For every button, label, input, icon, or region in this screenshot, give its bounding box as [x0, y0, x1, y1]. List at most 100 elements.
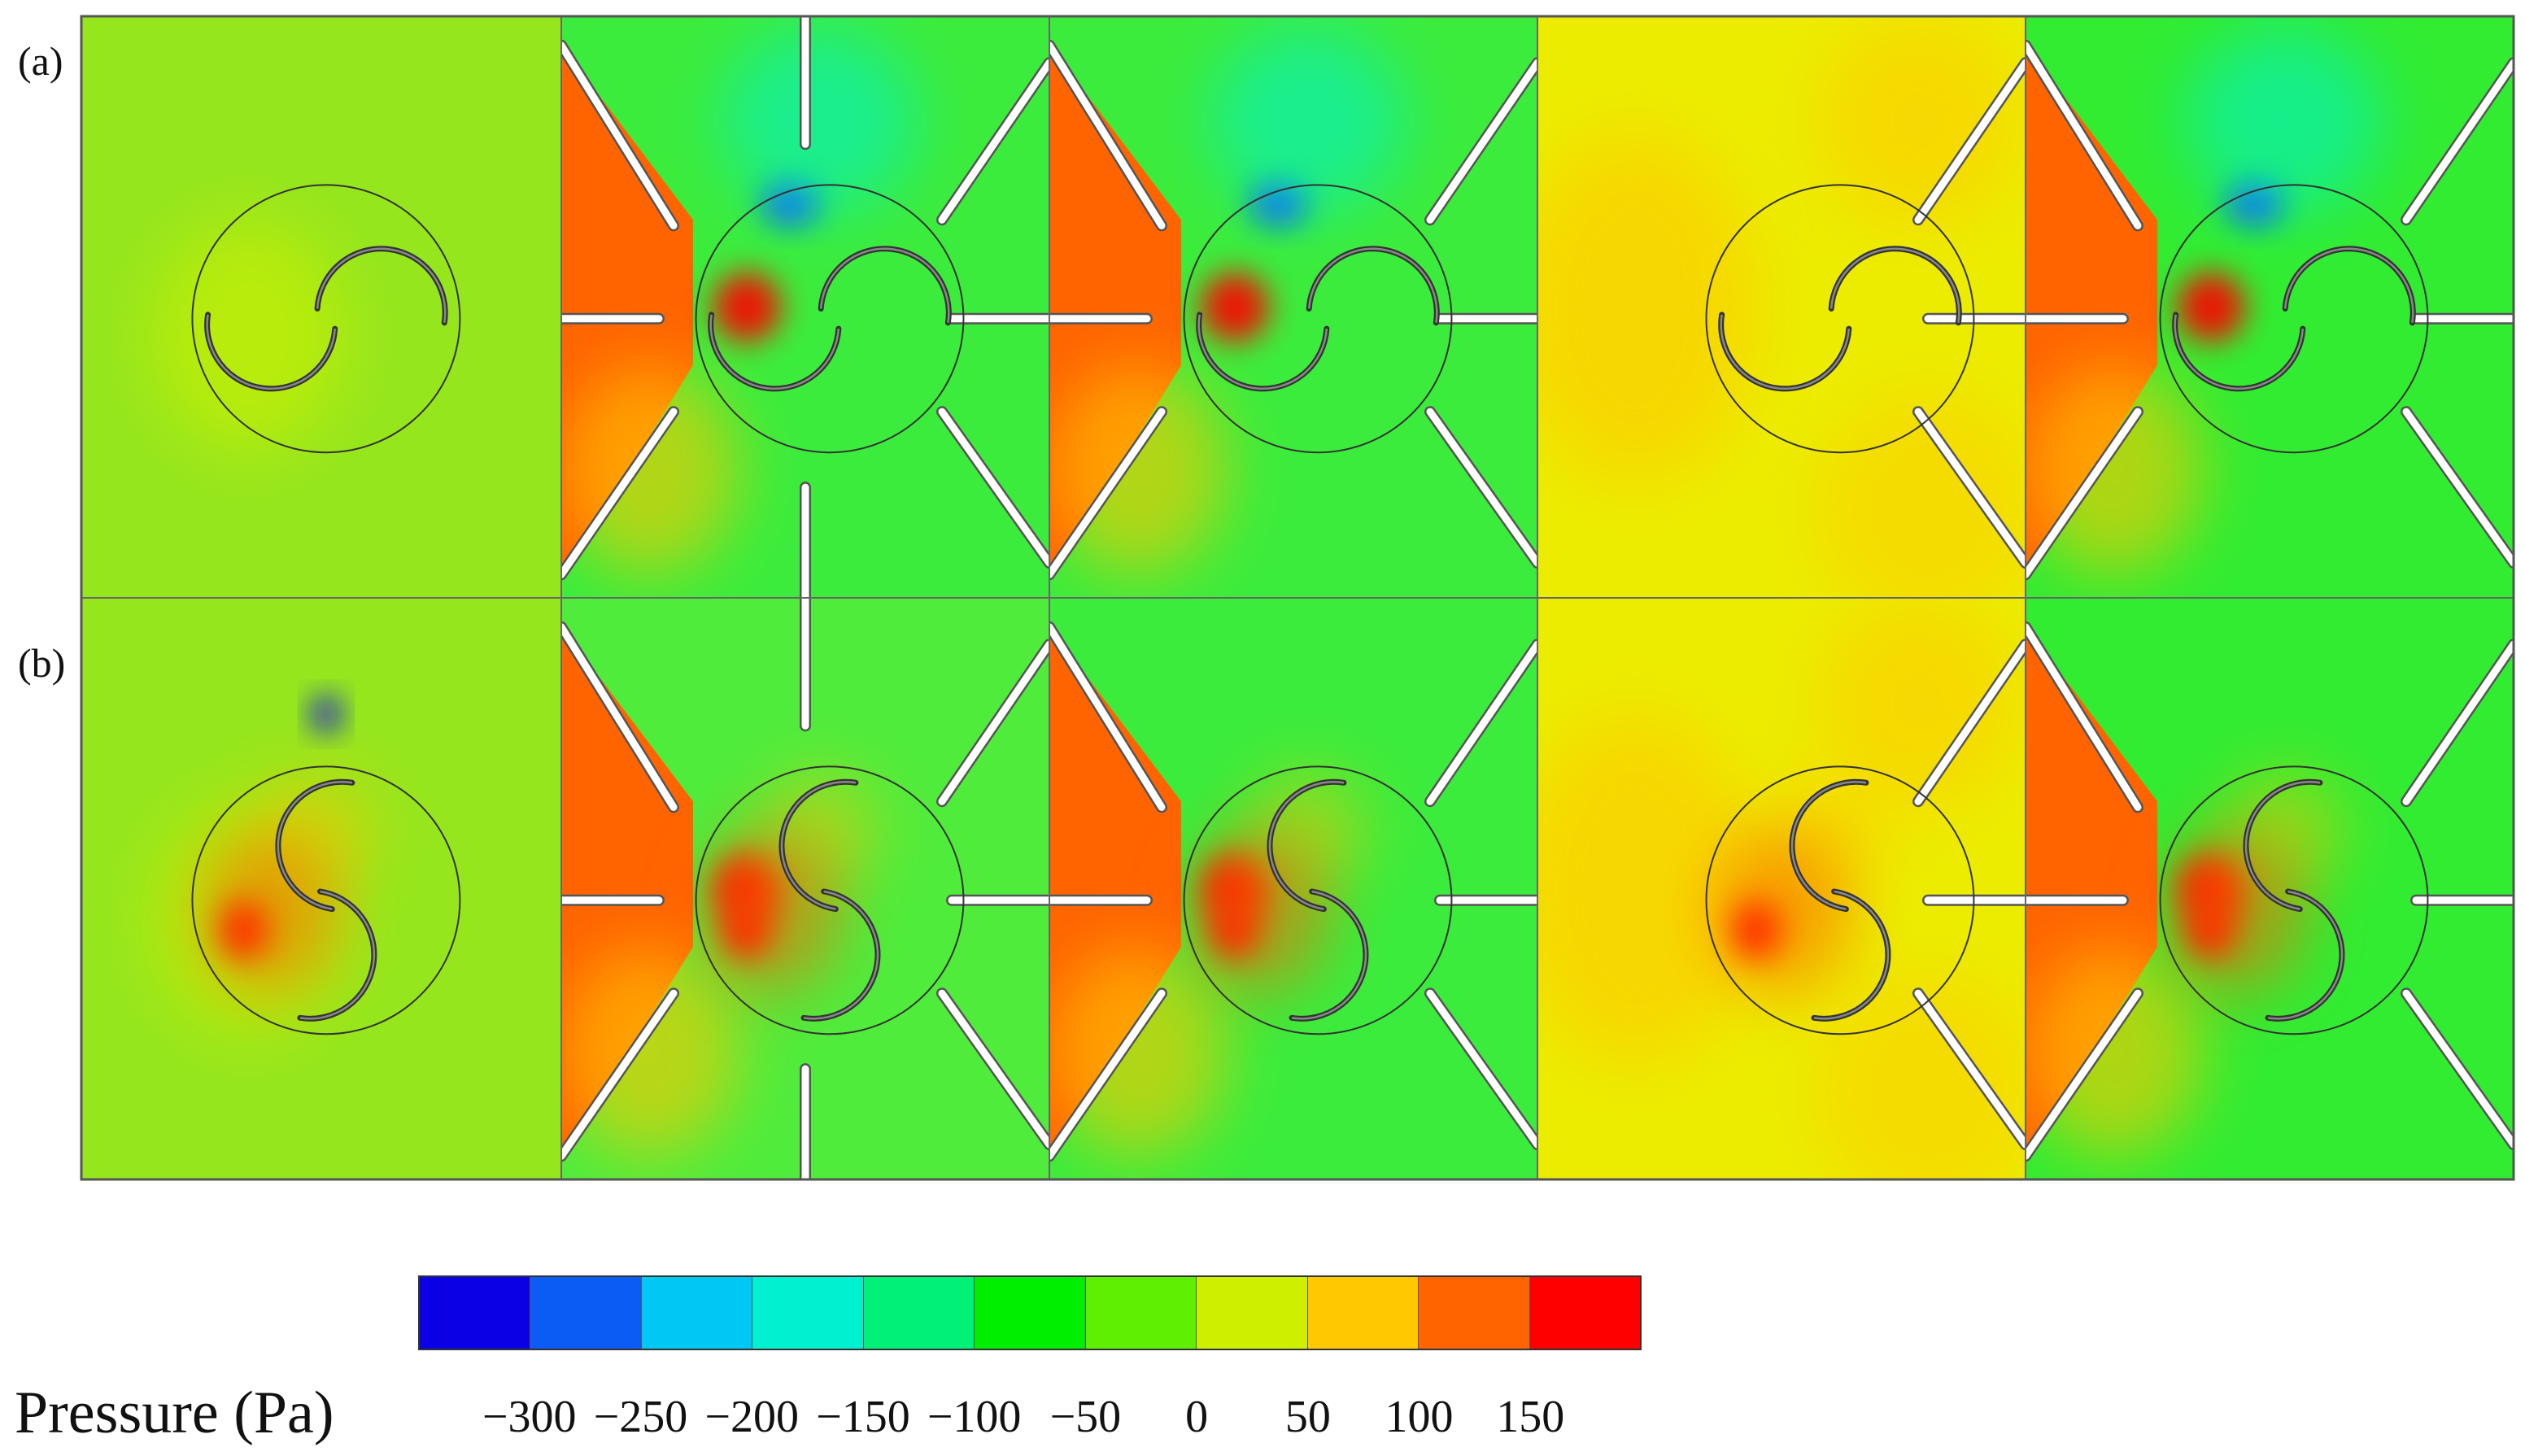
guide-wall: [561, 408, 678, 578]
pressure-contour-blob: [1049, 365, 1225, 575]
guide-wall: [1426, 640, 1537, 805]
pressure-contour-blob: [1821, 394, 2026, 598]
pressure-contour-blob: [2187, 28, 2382, 215]
colorbar-tick-label: −200: [704, 1392, 799, 1442]
pressure-contour-blob: [1537, 133, 1757, 482]
pressure-contour-blob: [1191, 830, 1328, 994]
contour-panel: [1049, 16, 1537, 598]
guide-wall: [2402, 59, 2514, 224]
contour-panel: [561, 16, 1049, 598]
colorbar-swatch: [1307, 1277, 1419, 1349]
rotor-domain-circle: [1183, 184, 1453, 454]
rotor-blade-inner: [1829, 247, 1960, 323]
rotor-blade-inner: [2267, 890, 2344, 1020]
pressure-contour-blob: [561, 365, 737, 575]
rotor-blade-inner: [1291, 890, 1367, 1020]
rotor-blade-inner: [2244, 781, 2321, 910]
contour-panel: [1537, 598, 2026, 1179]
guide-wall: [938, 408, 1049, 567]
contour-panel: [1537, 16, 2026, 598]
guide-wall: [1914, 408, 2026, 567]
guide-wall: [561, 623, 678, 811]
rotor-blade-inner: [1268, 781, 1345, 910]
pressure-contour-blob: [2167, 830, 2304, 994]
rotor-blade-inner: [819, 247, 950, 323]
rotor-blade-inner: [299, 890, 376, 1020]
colorbar-tick-label: 150: [1496, 1392, 1565, 1442]
colorbar-tick-label: 50: [1284, 1392, 1331, 1442]
rotor-blade-inner: [780, 781, 857, 910]
contour-panel: [1049, 598, 1537, 1179]
pressure-contour-blob: [312, 696, 341, 732]
colorbar-tick-label: −150: [816, 1392, 910, 1442]
rotor-domain-circle: [1705, 765, 1975, 1035]
guide-wall: [2026, 408, 2142, 578]
rotor-blade-inner: [1790, 781, 1867, 910]
guide-wall: [1426, 408, 1537, 567]
pressure-contour-blob: [1821, 16, 2016, 226]
rotor-blade-inner: [1720, 314, 1851, 390]
guide-wall: [938, 989, 1049, 1149]
contour-panel: [2026, 598, 2514, 1179]
colorbar-swatch: [420, 1277, 531, 1349]
row-label-b: (b): [18, 640, 66, 686]
contour-panel: [81, 16, 561, 598]
colorbar-swatch: [863, 1277, 975, 1349]
guide-wall: [938, 640, 1049, 805]
pressure-contour-blob: [2026, 947, 2201, 1157]
pressure-contour-blob: [1821, 598, 2016, 808]
pressure-contour-blob: [2026, 365, 2201, 575]
colorbar-tick-label: 100: [1385, 1392, 1454, 1442]
contour-panel: [561, 598, 1049, 1179]
colorbar-swatch: [1529, 1277, 1640, 1349]
colorbar-tick-label: −250: [593, 1392, 688, 1442]
rotor-blade-inner: [709, 314, 840, 390]
colorbar-swatch: [1419, 1277, 1530, 1349]
rotor-blade-inner: [803, 890, 879, 1020]
guide-wall: [1914, 640, 2026, 805]
pressure-contour-blob: [1537, 714, 1757, 1063]
rotor-domain-circle: [191, 184, 461, 454]
rotor-blade-inner: [2283, 247, 2414, 323]
colorbar-swatch: [1197, 1277, 1308, 1349]
rotor-blade-inner: [277, 781, 353, 910]
contour-panel: [2026, 16, 2514, 598]
pressure-contour-blob: [561, 947, 737, 1157]
row-label-a: (a): [18, 38, 63, 84]
guide-wall: [938, 59, 1049, 224]
colorbar-swatch: [975, 1277, 1086, 1349]
guide-wall: [561, 41, 678, 229]
guide-wall: [1914, 989, 2026, 1149]
colorbar-swatch: [1085, 1277, 1197, 1349]
rotor-domain-circle: [2159, 765, 2429, 1035]
pressure-contour-blob: [1201, 272, 1269, 342]
rotor-blade-inner: [1307, 247, 1438, 323]
guide-wall: [1426, 59, 1537, 224]
pressure-contour-blob: [1713, 830, 1850, 994]
guide-wall: [561, 989, 678, 1160]
pressure-contour-blob: [703, 830, 839, 994]
rotor-domain-circle: [2159, 184, 2429, 454]
contour-panel: [81, 598, 561, 1179]
guide-wall: [2402, 640, 2514, 805]
colorbar-swatch: [641, 1277, 753, 1349]
guide-wall: [2026, 989, 2142, 1160]
legend-title: Pressure (Pa): [15, 1380, 334, 1446]
pressure-contour-blob: [722, 28, 918, 215]
rotor-domain-circle: [191, 765, 461, 1035]
guide-wall: [1426, 989, 1537, 1149]
rotor-domain-circle: [1705, 184, 1975, 454]
colorbar-tick-label: −100: [927, 1392, 1022, 1442]
guide-wall: [2026, 623, 2142, 811]
rotor-blade-inner: [206, 314, 336, 390]
pressure-contour-blob: [1821, 975, 2026, 1179]
pressure-contour-blob: [2177, 272, 2245, 342]
guide-wall: [1914, 59, 2026, 224]
guide-wall: [1049, 41, 1166, 229]
colorbar-tick-label: −50: [1049, 1392, 1122, 1442]
colorbar-tick-label: −300: [482, 1392, 577, 1442]
pressure-contour-blob: [1210, 28, 1406, 215]
rotor-domain-circle: [1183, 765, 1453, 1035]
colorbar-swatch: [530, 1277, 642, 1349]
